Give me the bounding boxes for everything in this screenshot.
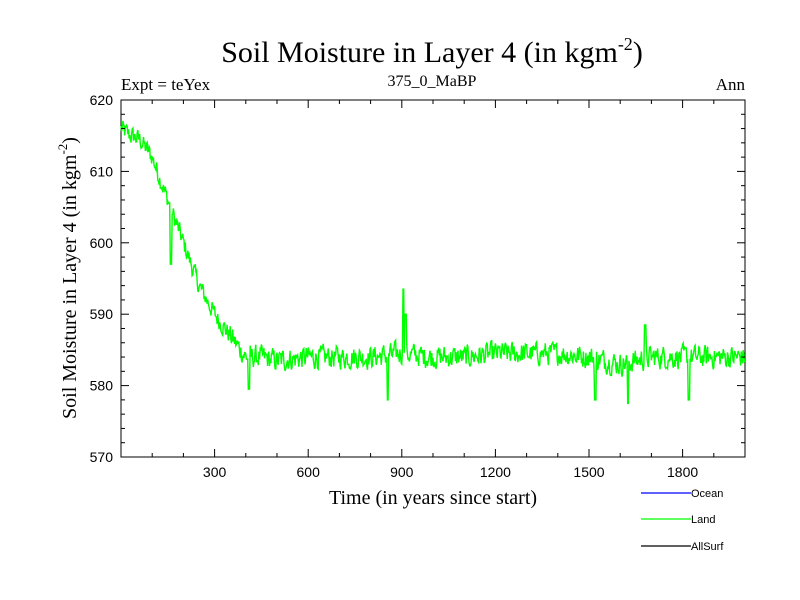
y-tick-label: 590	[90, 306, 114, 322]
experiment-label: Expt = teYex	[121, 75, 211, 94]
x-tick-label: 1200	[480, 464, 511, 480]
y-axis: 570 580 590 600 610 620	[90, 92, 745, 465]
chart-title: Soil Moisture in Layer 4 (in kgm-2)	[221, 34, 643, 69]
y-tick-label: 580	[90, 378, 114, 394]
x-tick-label: 1500	[573, 464, 604, 480]
x-tick-label: 900	[390, 464, 414, 480]
season-label: Ann	[716, 75, 746, 94]
legend-label-ocean: Ocean	[691, 488, 723, 500]
x-tick-label: 300	[203, 464, 227, 480]
y-tick-label: 610	[90, 163, 114, 179]
series-land	[120, 120, 746, 405]
x-tick-label: 1800	[667, 464, 698, 480]
y-tick-label: 620	[90, 92, 114, 108]
x-tick-label: 600	[297, 464, 321, 480]
run-label: 375_0_MaBP	[388, 73, 477, 90]
x-axis-label: Time (in years since start)	[329, 487, 537, 509]
legend-label-land: Land	[691, 514, 715, 526]
y-axis-label: Soil Moisture in Layer 4 (in kgm-2)	[55, 137, 81, 419]
y-tick-label: 570	[90, 449, 114, 465]
land-line	[120, 120, 746, 405]
legend: Ocean Land AllSurf	[641, 488, 724, 553]
legend-label-allsurf: AllSurf	[691, 541, 724, 553]
plot-frame	[120, 99, 746, 458]
x-axis: 300 600 900 1200 1500 1800	[151, 100, 715, 480]
y-tick-label: 600	[90, 235, 114, 251]
